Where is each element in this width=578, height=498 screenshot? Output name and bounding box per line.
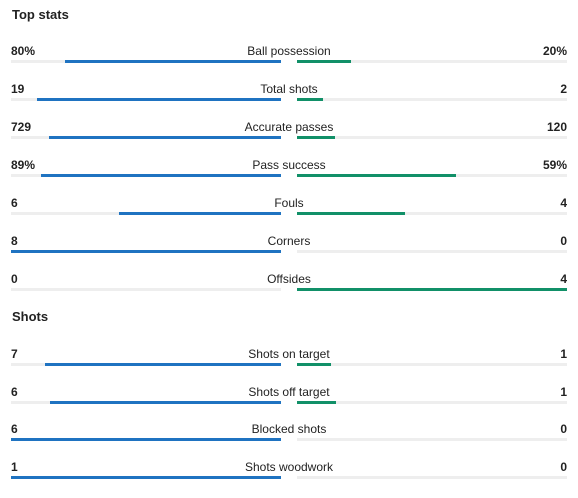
home-bar-track <box>11 250 281 253</box>
away-bar <box>297 212 405 215</box>
stat-label: Pass success <box>252 158 326 172</box>
stat-row-ball-possession: 80% Ball possession 20% <box>0 44 578 82</box>
home-bar <box>40 174 281 177</box>
away-value: 1 <box>560 347 567 361</box>
away-value: 1 <box>560 385 567 399</box>
away-bar-track <box>297 363 567 366</box>
stat-row-shots-woodwork: 1 Shots woodwork 0 <box>0 460 578 498</box>
home-bar-track <box>11 401 281 404</box>
stat-label: Shots on target <box>248 347 330 361</box>
stat-label: Shots woodwork <box>244 460 334 474</box>
home-value: 8 <box>11 234 18 248</box>
stat-label: Shots off target <box>248 385 330 399</box>
section-title-shots: Shots <box>12 309 49 324</box>
away-value: 0 <box>560 460 567 474</box>
home-bar <box>119 212 281 215</box>
away-bar-track <box>297 401 567 404</box>
stat-row-blocked-shots: 6 Blocked shots 0 <box>0 422 578 460</box>
away-value: 0 <box>560 422 567 436</box>
away-bar <box>297 174 457 177</box>
home-bar <box>65 60 281 63</box>
stat-row-shots-off-target: 6 Shots off target 1 <box>0 385 578 423</box>
stat-row-accurate-passes: 729 Accurate passes 120 <box>0 120 578 158</box>
stat-label: Ball possession <box>247 44 331 58</box>
home-bar <box>49 401 281 404</box>
home-bar-track <box>11 98 281 101</box>
away-bar <box>297 98 323 101</box>
away-value: 59% <box>542 158 567 172</box>
stat-row-total-shots: 19 Total shots 2 <box>0 82 578 120</box>
home-value: 89% <box>11 158 36 172</box>
home-bar <box>11 476 281 479</box>
home-bar-track <box>11 60 281 63</box>
away-bar-track <box>297 98 567 101</box>
home-bar-track <box>11 288 281 291</box>
away-bar <box>297 136 336 139</box>
home-bar-track <box>11 476 281 479</box>
away-bar-track <box>297 288 567 291</box>
home-bar <box>49 136 281 139</box>
away-bar <box>297 363 331 366</box>
away-bar-track <box>297 212 567 215</box>
home-value: 0 <box>11 272 18 286</box>
home-value: 729 <box>11 120 32 134</box>
home-bar-track <box>11 174 281 177</box>
away-bar <box>297 288 567 291</box>
home-bar <box>11 438 281 441</box>
stat-row-pass-success: 89% Pass success 59% <box>0 158 578 196</box>
stat-label: Fouls <box>274 196 304 210</box>
stat-row-shots-on-target: 7 Shots on target 1 <box>0 347 578 385</box>
stat-label: Offsides <box>267 272 311 286</box>
stat-label: Corners <box>267 234 311 248</box>
away-value: 120 <box>546 120 567 134</box>
away-value: 0 <box>560 234 567 248</box>
stat-row-offsides: 0 Offsides 4 <box>0 272 578 310</box>
home-value: 19 <box>11 82 25 96</box>
home-bar <box>11 250 281 253</box>
home-value: 6 <box>11 385 18 399</box>
away-bar-track <box>297 174 567 177</box>
home-bar-track <box>11 136 281 139</box>
away-bar-track <box>297 136 567 139</box>
stat-label: Blocked shots <box>251 422 327 436</box>
away-bar <box>297 60 351 63</box>
away-value: 4 <box>560 272 567 286</box>
home-bar <box>36 98 281 101</box>
away-bar <box>297 401 336 404</box>
home-value: 6 <box>11 196 18 210</box>
away-bar-track <box>297 250 567 253</box>
home-bar-track <box>11 438 281 441</box>
home-bar <box>44 363 281 366</box>
home-value: 1 <box>11 460 18 474</box>
away-value: 4 <box>560 196 567 210</box>
away-bar-track <box>297 476 567 479</box>
stat-label: Total shots <box>260 82 318 96</box>
home-value: 6 <box>11 422 18 436</box>
home-bar-track <box>11 212 281 215</box>
stat-row-corners: 8 Corners 0 <box>0 234 578 272</box>
home-value: 80% <box>11 44 36 58</box>
stat-label: Accurate passes <box>244 120 334 134</box>
away-value: 20% <box>542 44 567 58</box>
home-value: 7 <box>11 347 18 361</box>
away-bar-track <box>297 60 567 63</box>
away-bar-track <box>297 438 567 441</box>
stat-row-fouls: 6 Fouls 4 <box>0 196 578 234</box>
away-value: 2 <box>560 82 567 96</box>
home-bar-track <box>11 363 281 366</box>
section-title-top-stats: Top stats <box>12 7 69 22</box>
